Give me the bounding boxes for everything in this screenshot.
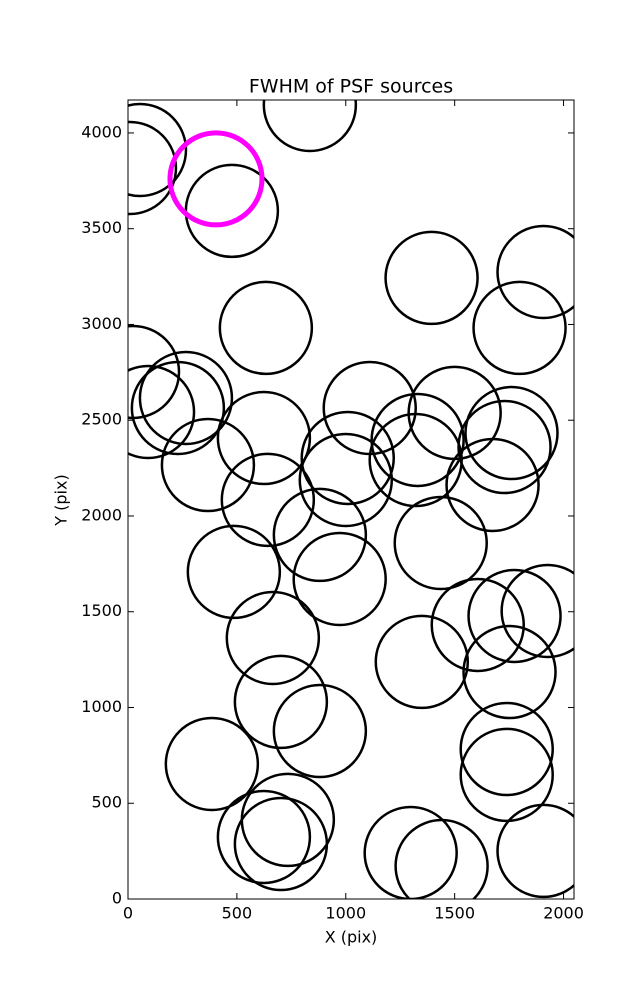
source-circle <box>370 392 465 488</box>
x-tick-label: 500 <box>222 904 253 923</box>
source-circle <box>459 727 554 823</box>
source-circle <box>128 102 188 198</box>
source-circle <box>164 716 260 812</box>
x-tick-label: 1000 <box>325 904 366 923</box>
y-tick-label: 2500 <box>81 410 122 429</box>
y-tick-label: 3500 <box>81 218 122 237</box>
source-circle <box>225 590 321 686</box>
source-circle <box>457 399 552 495</box>
source-circle <box>394 818 489 899</box>
source-circle <box>167 130 265 228</box>
source-circle <box>363 805 458 899</box>
source-circle <box>300 410 395 506</box>
source-circle <box>384 230 479 326</box>
source-circle <box>272 683 368 779</box>
plot-frame <box>127 99 575 900</box>
source-circle <box>464 385 559 481</box>
source-circle <box>500 563 574 659</box>
source-circle <box>233 796 329 892</box>
source-circle <box>496 224 574 320</box>
source-circle <box>496 803 574 899</box>
y-tick-label: 0 <box>112 889 122 908</box>
source-circle <box>128 120 178 216</box>
source-circle <box>216 390 312 486</box>
source-circle <box>445 437 540 533</box>
source-circle <box>218 280 314 376</box>
source-circle <box>298 432 394 528</box>
y-tick-label: 2000 <box>81 505 122 524</box>
source-circle <box>233 654 329 750</box>
source-circle <box>462 624 557 720</box>
y-tick-label: 500 <box>91 793 122 812</box>
x-axis-label: X (pix) <box>325 928 378 947</box>
y-axis-label: Y (pix) <box>52 474 71 526</box>
source-circle <box>216 789 312 885</box>
source-circle <box>186 524 282 620</box>
chart-title: FWHM of PSF sources <box>249 76 453 98</box>
source-circle <box>368 412 463 508</box>
x-tick-label: 2000 <box>543 904 584 923</box>
source-circle <box>220 452 316 548</box>
y-tick-label: 1500 <box>81 601 122 620</box>
x-tick-label: 1500 <box>434 904 475 923</box>
x-tick-label: 0 <box>123 904 133 923</box>
y-tick-label: 1000 <box>81 697 122 716</box>
source-circle <box>262 100 358 153</box>
source-circle <box>459 701 554 797</box>
source-circle <box>430 577 525 673</box>
source-circle <box>472 280 567 376</box>
source-circle <box>467 568 562 664</box>
y-tick-label: 3000 <box>81 314 122 333</box>
source-circle <box>393 495 488 591</box>
source-circle <box>130 360 226 456</box>
plot-area <box>128 100 574 899</box>
source-circle <box>138 350 234 446</box>
y-tick-label: 4000 <box>81 122 122 141</box>
source-circle <box>292 531 387 627</box>
source-circle <box>160 417 256 513</box>
source-circle <box>272 487 368 583</box>
source-circle <box>128 364 196 460</box>
source-circle <box>374 614 470 710</box>
